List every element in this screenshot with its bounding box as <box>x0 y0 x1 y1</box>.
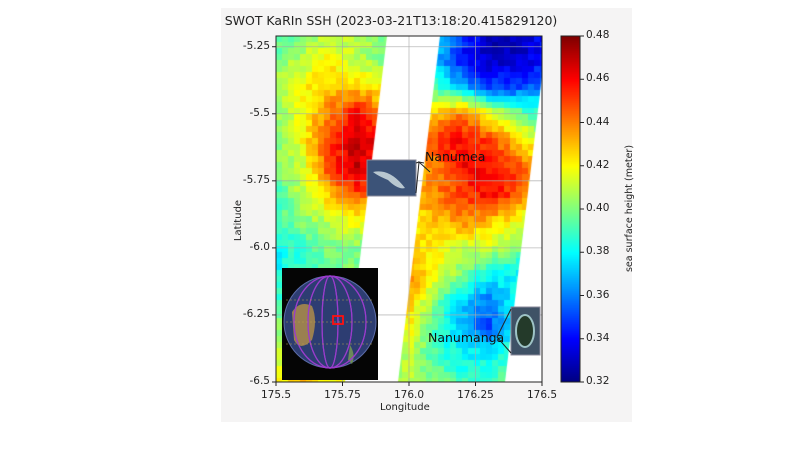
colorbar-tick-label: 0.32 <box>586 375 610 387</box>
annotation-nanumea: Nanumea <box>425 149 486 164</box>
y-tick-label: -5.75 <box>242 173 270 186</box>
y-tick-label: -5.5 <box>249 106 271 119</box>
chart-title: SWOT KaRIn SSH (2023-03-21T13:18:20.4158… <box>224 13 558 28</box>
x-tick-label: 175.5 <box>260 389 292 401</box>
y-axis-label: Latitude <box>233 199 245 242</box>
x-tick-label: 175.75 <box>324 389 361 401</box>
x-tick-label: 176.5 <box>526 389 558 401</box>
y-tick-label: -5.25 <box>242 39 270 52</box>
colorbar-tick-label: 0.36 <box>586 288 610 301</box>
x-tick-label: 176.25 <box>457 389 494 401</box>
colorbar-tick-label: 0.42 <box>586 158 610 171</box>
x-axis-label: Longitude <box>380 402 430 413</box>
colorbar-tick-label: 0.40 <box>586 202 610 214</box>
figure-background <box>221 8 632 422</box>
y-tick-label: -6.25 <box>242 307 270 320</box>
colorbar-tick-label: 0.48 <box>586 29 610 41</box>
colorbar-tick-label: 0.38 <box>586 245 610 258</box>
colorbar-tick-label: 0.34 <box>586 331 610 344</box>
annotation-nanumanga: Nanumanga <box>428 330 505 345</box>
colorbar-label: sea surface height (meter) <box>624 144 636 273</box>
y-tick-label: -6.5 <box>249 375 271 387</box>
colorbar-tick-label: 0.44 <box>586 115 610 128</box>
y-tick-label: -6.0 <box>249 240 271 253</box>
x-tick-label: 176.0 <box>393 389 425 401</box>
colorbar-tick-label: 0.46 <box>586 72 610 85</box>
